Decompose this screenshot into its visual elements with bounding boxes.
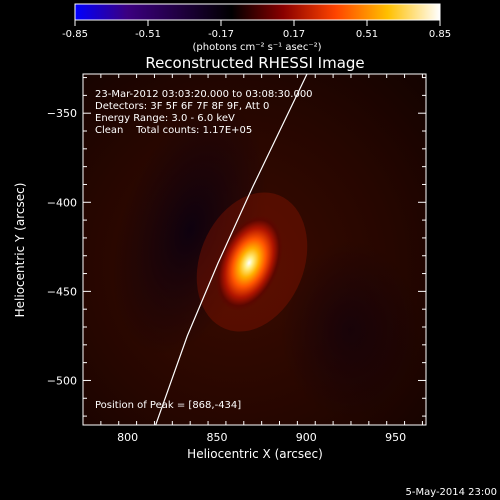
y-tick-label: −450 [47,285,77,298]
solar-limb [155,74,308,425]
peak-position-label: Position of Peak = [868,-434] [95,400,241,411]
annotation-detectors: Detectors: 3F 5F 6F 7F 8F 9F, Att 0 [95,101,269,112]
x-axis-ticks: 800 850 900 950 [82,74,423,444]
plot-frame [82,73,427,426]
colorbar-ticks: -0.85 -0.51 -0.17 0.17 0.51 0.85 [62,20,451,40]
x-tick-label: 950 [385,431,406,444]
y-tick-label: −400 [47,196,77,209]
y-tick-label: −350 [47,107,77,120]
chart-title: Reconstructed RHESSI Image [145,54,364,72]
colorbar-tick-label: -0.85 [62,29,88,40]
annotation-clean: Clean Total counts: 1.17E+05 [95,125,252,136]
colorbar-label: (photons cm⁻² s⁻¹ asec⁻²) [192,42,321,53]
colorbar-tick-label: -0.17 [208,29,234,40]
colorbar-tick-label: 0.51 [356,29,378,40]
peak-source [215,215,283,311]
colorbar-tick-label: 0.85 [429,29,451,40]
y-axis-ticks: −350 −400 −450 −500 [47,77,426,417]
x-tick-label: 850 [206,431,227,444]
date-stamp: 5-May-2014 23:00 [405,487,497,498]
colorbar [74,3,441,21]
x-axis-label: Heliocentric X (arcsec) [187,447,323,461]
heatmap-image [83,74,426,425]
annotation-time: 23-Mar-2012 03:03:20.000 to 03:08:30.000 [95,89,313,100]
x-tick-label: 800 [117,431,138,444]
y-axis-label: Heliocentric Y (arcsec) [13,183,27,318]
y-tick-label: −500 [47,374,77,387]
x-tick-label: 900 [296,431,317,444]
colorbar-tick-label: -0.51 [135,29,161,40]
annotation-energy: Energy Range: 3.0 - 6.0 keV [95,113,235,124]
colorbar-tick-label: 0.17 [283,29,305,40]
dark-region [280,240,420,420]
